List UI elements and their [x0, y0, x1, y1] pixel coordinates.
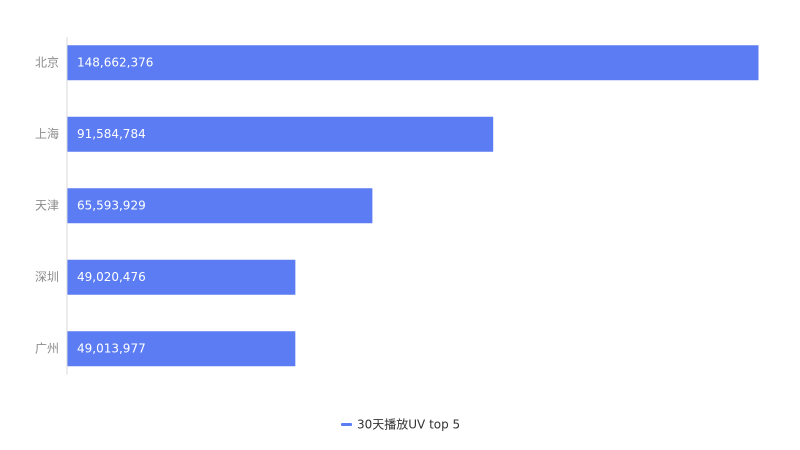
- value-label-2: 65,593,929: [77, 198, 146, 212]
- value-label-4: 49,013,977: [77, 341, 146, 355]
- value-label-1: 91,584,784: [77, 127, 146, 141]
- value-labels-group: 148,662,376 91,584,784 65,593,929 49,020,47…: [77, 55, 153, 355]
- bars-group: [67, 45, 759, 367]
- legend-label[interactable]: 30天播放UV top 5: [357, 417, 460, 432]
- bar-4[interactable]: [67, 331, 296, 367]
- value-label-0: 148,662,376: [77, 55, 153, 69]
- value-label-3: 49,020,476: [77, 270, 146, 284]
- bar-3[interactable]: [67, 259, 296, 295]
- bar-0[interactable]: [67, 45, 759, 81]
- bar-1[interactable]: [67, 116, 494, 152]
- category-label-4: 广州: [35, 341, 59, 355]
- category-label-3: 深圳: [35, 270, 59, 284]
- category-label-0: 北京: [35, 55, 59, 69]
- bar-2[interactable]: [67, 188, 373, 224]
- legend-swatch[interactable]: [341, 423, 352, 426]
- category-label-1: 上海: [35, 126, 59, 141]
- legend[interactable]: 30天播放UV top 5: [341, 417, 460, 432]
- category-label-2: 天津: [35, 198, 59, 212]
